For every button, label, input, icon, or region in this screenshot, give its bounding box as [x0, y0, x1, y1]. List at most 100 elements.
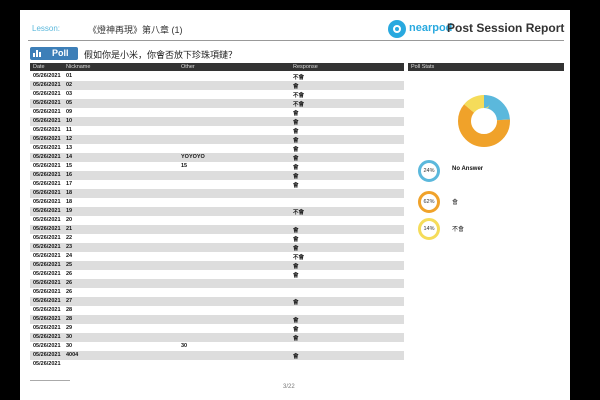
legend-label: 會	[452, 200, 459, 206]
cell-response: 會	[293, 318, 299, 324]
legend-label: 不會	[452, 227, 465, 233]
table-row: 05/26/2021 26	[30, 288, 404, 297]
table-row: 05/26/2021 29 會	[30, 324, 404, 333]
table-row: 05/26/2021 21 會	[30, 225, 404, 234]
table-row: 05/26/2021 28	[30, 306, 404, 315]
table-row: 05/26/2021	[30, 360, 404, 369]
cell-date: 05/26/2021	[33, 172, 61, 178]
cell-other: YOYOYO	[181, 154, 205, 160]
cell-nickname: 4004	[66, 352, 79, 358]
cell-date: 05/26/2021	[33, 100, 61, 106]
cell-date: 05/26/2021	[33, 307, 61, 313]
table-row: 05/26/2021 26	[30, 279, 404, 288]
cell-response: 會	[293, 228, 299, 234]
header-divider	[28, 40, 564, 41]
cell-nickname: 22	[66, 235, 73, 241]
table-row: 05/26/2021 02 會	[30, 81, 404, 90]
table-row: 05/26/2021 01 不會	[30, 72, 404, 81]
cell-nickname: 11	[66, 127, 72, 133]
cell-date: 05/26/2021	[33, 244, 61, 250]
cell-date: 05/26/2021	[33, 82, 61, 88]
legend-percent: 14%	[423, 226, 435, 232]
cell-nickname: 18	[66, 199, 73, 205]
table-row: 05/26/2021 24 不會	[30, 252, 404, 261]
cell-response: 會	[293, 129, 299, 135]
cell-date: 05/26/2021	[33, 361, 61, 367]
legend-percent: 24%	[423, 168, 435, 174]
cell-response: 會	[293, 138, 299, 144]
table-row: 05/26/2021 30 30	[30, 342, 404, 351]
cell-response: 會	[293, 120, 299, 126]
cell-nickname: 12	[66, 136, 73, 142]
cell-date: 05/26/2021	[33, 163, 61, 169]
table-row: 05/26/2021 18	[30, 198, 404, 207]
cell-nickname: 26	[66, 280, 73, 286]
cell-date: 05/26/2021	[33, 253, 61, 259]
report-page: Lesson: 《燈神再現》第八章 (1) nearpod Post Sessi…	[20, 10, 570, 400]
cell-response: 會	[293, 336, 299, 342]
cell-response: 不會	[293, 75, 305, 81]
cell-response: 會	[293, 183, 299, 189]
table-row: 05/26/2021 23 會	[30, 243, 404, 252]
poll-badge: Poll	[30, 47, 78, 60]
donut-slice	[458, 95, 510, 147]
col-date: Date	[33, 64, 45, 70]
table-row: 05/26/2021 26 會	[30, 270, 404, 279]
table-row: 05/26/2021 4004 會	[30, 351, 404, 360]
cell-date: 05/26/2021	[33, 190, 61, 196]
poll-badge-label: Poll	[52, 48, 69, 58]
cell-date: 05/26/2021	[33, 127, 61, 133]
table-row: 05/26/2021 12 會	[30, 135, 404, 144]
table-row: 05/26/2021 14 YOYOYO 會	[30, 153, 404, 162]
table-row: 05/26/2021 22 會	[30, 234, 404, 243]
nearpod-logo-icon	[388, 20, 406, 38]
cell-response: 會	[293, 165, 299, 171]
page-number: 3/22	[283, 384, 295, 390]
cell-date: 05/26/2021	[33, 181, 61, 187]
table-row: 05/26/2021 30 會	[30, 333, 404, 342]
cell-date: 05/26/2021	[33, 334, 61, 340]
col-nickname: Nickname	[66, 64, 91, 70]
cell-nickname: 27	[66, 298, 73, 304]
report-header: Lesson: 《燈神再現》第八章 (1) nearpod Post Sessi…	[20, 10, 570, 40]
cell-date: 05/26/2021	[33, 343, 61, 349]
table-row: 05/26/2021 03 不會	[30, 90, 404, 99]
lesson-label: Lesson:	[32, 24, 61, 33]
cell-response: 會	[293, 246, 299, 252]
table-row: 05/26/2021 28 會	[30, 315, 404, 324]
poll-donut-chart	[458, 95, 510, 147]
table-row: 05/26/2021 10 會	[30, 117, 404, 126]
table-row: 05/26/2021 18	[30, 189, 404, 198]
brand-name: nearpod	[409, 22, 453, 34]
cell-date: 05/26/2021	[33, 235, 61, 241]
cell-nickname: 30	[66, 343, 73, 349]
cell-date: 05/26/2021	[33, 316, 61, 322]
cell-nickname: 18	[66, 190, 73, 196]
cell-nickname: 10	[66, 118, 73, 124]
table-row: 05/26/2021 15 15 會	[30, 162, 404, 171]
cell-nickname: 28	[66, 316, 73, 322]
cell-nickname: 24	[66, 253, 73, 259]
col-response: Response	[293, 64, 318, 70]
table-header: Date Nickname Other Response	[30, 63, 404, 71]
col-other: Other	[181, 64, 195, 70]
cell-nickname: 16	[66, 172, 73, 178]
table-row: 05/26/2021 13 會	[30, 144, 404, 153]
cell-date: 05/26/2021	[33, 217, 61, 223]
cell-response: 不會	[293, 210, 305, 216]
poll-stats-title: Poll Stats	[411, 64, 435, 70]
cell-nickname: 14	[66, 154, 73, 160]
footer-divider	[30, 380, 70, 381]
donut-slice	[458, 95, 510, 147]
cell-response: 會	[293, 84, 299, 90]
cell-response: 會	[293, 156, 299, 162]
cell-nickname: 05	[66, 100, 73, 106]
cell-response: 會	[293, 300, 299, 306]
cell-date: 05/26/2021	[33, 136, 61, 142]
cell-response: 不會	[293, 255, 305, 261]
poll-question: 假如你是小米，你會否放下珍珠項鏈？	[84, 50, 238, 60]
table-row: 05/26/2021 11 會	[30, 126, 404, 135]
report-title: Post Session Report	[447, 21, 565, 35]
cell-nickname: 09	[66, 109, 73, 115]
cell-nickname: 30	[66, 334, 73, 340]
